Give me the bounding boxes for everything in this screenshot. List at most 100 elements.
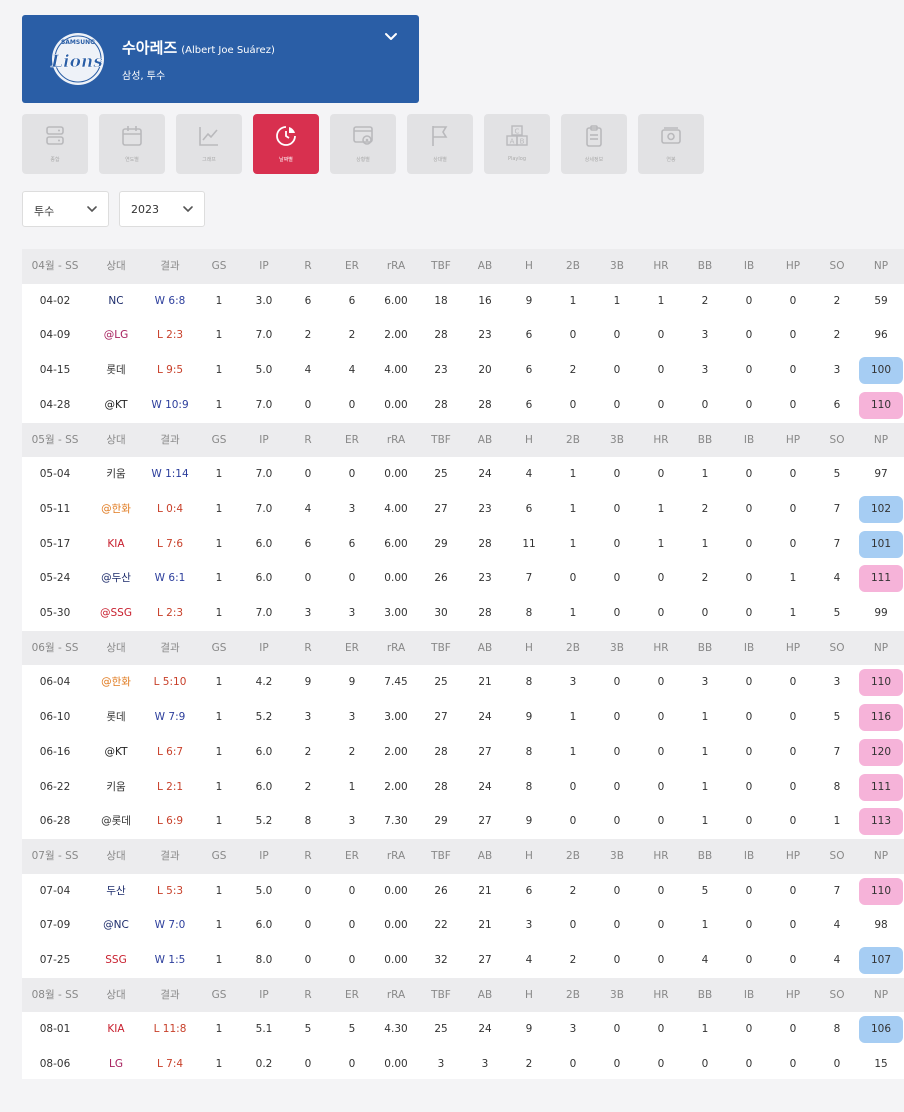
tab-server[interactable]: 종합 [22, 114, 88, 174]
table-row[interactable]: 08-06 LG L 7:4 1 0.2 0 0 0.00 3 3 2 0 0 0 0 0 0 0 15 [22, 1047, 904, 1079]
stat-so: 5 [833, 711, 841, 724]
table-row[interactable]: 06-04 @한화 L 5:10 1 4.2 9 9 7.45 25 21 8 3 0 0 3 0 0 3 110 [22, 665, 904, 700]
stat-b2: 2 [569, 884, 577, 897]
stat-h: 3 [525, 919, 533, 932]
column-header: 상대 [106, 849, 126, 862]
opponent: @KT [104, 398, 128, 411]
stat-ib: 0 [745, 502, 753, 515]
stat-er: 6 [348, 537, 356, 550]
table-row[interactable]: 06-22 키움 L 2:1 1 6.0 2 1 2.00 28 24 8 0 0 0 1 0 0 8 111 [22, 770, 904, 805]
tab-abc-blocks[interactable]: C A B Playlog [484, 114, 550, 174]
column-header: HR [653, 988, 669, 1001]
stat-ip: 4.2 [255, 676, 273, 689]
stat-b3: 0 [613, 364, 621, 377]
stat-b2: 0 [569, 329, 577, 342]
column-header: NP [873, 641, 889, 654]
stat-hp: 0 [789, 398, 797, 411]
column-header: NP [873, 849, 889, 862]
table-row[interactable]: 08-01 KIA L 11:8 1 5.1 5 5 4.30 25 24 9 3 0 0 1 0 0 8 106 [22, 1012, 904, 1047]
result-letter: W [151, 398, 162, 411]
tab-line-chart[interactable]: 그래프 [176, 114, 242, 174]
game-result: W 6:1 [155, 561, 186, 596]
stat-gs: 1 [215, 884, 223, 897]
result-score: 6:7 [166, 745, 184, 758]
pitch-count-highlight [859, 495, 903, 523]
stat-ip: 3.0 [255, 294, 273, 307]
table-row[interactable]: 04-09 @LG L 2:3 1 7.0 2 2 2.00 28 23 6 0 0 0 3 0 0 2 96 [22, 318, 904, 353]
stat-np: 110 [870, 398, 892, 411]
year-select[interactable]: 2023 [119, 191, 205, 227]
chevron-down-icon[interactable] [383, 29, 399, 45]
table-row[interactable]: 07-25 SSG W 1:5 1 8.0 0 0 0.00 32 27 4 2 0 0 4 0 0 4 107 [22, 943, 904, 978]
stat-ip: 5.2 [255, 815, 273, 828]
tab-flag[interactable]: 상대별 [407, 114, 473, 174]
tab-settings-window[interactable]: 상황별 [330, 114, 396, 174]
game-date: 04-28 [39, 398, 71, 411]
stat-ib: 0 [745, 676, 753, 689]
tab-calendar[interactable]: 연도별 [99, 114, 165, 174]
table-row[interactable]: 05-11 @한화 L 0:4 1 7.0 4 3 4.00 27 23 6 1 0 1 2 0 0 7 102 [22, 492, 904, 527]
column-header: 2B [566, 260, 580, 272]
table-row[interactable]: 04-02 NC W 6:8 1 3.0 6 6 6.00 18 16 9 1 1 1 2 0 0 2 59 [22, 284, 904, 319]
stat-ab: 24 [478, 780, 492, 793]
stat-b3: 0 [613, 1058, 621, 1071]
table-row[interactable]: 06-28 @롯데 L 6:9 1 5.2 8 3 7.30 29 27 9 0 0 0 1 0 0 1 113 [22, 804, 904, 839]
column-header: GS [211, 433, 227, 446]
tab-clock-chart[interactable]: 날짜별 [253, 114, 319, 174]
position-select[interactable]: 투수 [22, 191, 109, 227]
table-row[interactable]: 05-24 @두산 W 6:1 1 6.0 0 0 0.00 26 23 7 0 0 0 2 0 1 4 111 [22, 561, 904, 596]
opponent: KIA [107, 537, 125, 550]
stat-hp: 0 [789, 364, 797, 377]
stat-tbf: 27 [434, 502, 448, 515]
column-header: ER [345, 433, 359, 446]
column-header: TBF [431, 641, 451, 654]
column-header: R [304, 433, 312, 446]
stat-ip: 5.0 [255, 884, 273, 897]
tab-label: 그래프 [202, 157, 216, 163]
stat-so: 2 [833, 294, 841, 307]
stat-gs: 1 [215, 502, 223, 515]
stat-hp: 0 [789, 780, 797, 793]
table-row[interactable]: 04-28 @KT W 10:9 1 7.0 0 0 0.00 28 28 6 0 0 0 0 0 0 6 110 [22, 388, 904, 423]
column-header: IB [743, 433, 755, 446]
svg-text:Lions: Lions [50, 52, 103, 72]
column-header: GS [211, 260, 227, 272]
stat-np: 120 [870, 745, 892, 758]
result-score: 7:9 [168, 711, 186, 724]
column-header: 3B [610, 260, 624, 272]
game-result: L 7:4 [157, 1047, 183, 1079]
stat-np: 15 [874, 1058, 888, 1071]
tab-clipboard[interactable]: 상세정보 [561, 114, 627, 174]
tab-label: 상세정보 [584, 157, 604, 163]
table-row[interactable]: 06-16 @KT L 6:7 1 6.0 2 2 2.00 28 27 8 1 0 0 1 0 0 7 120 [22, 735, 904, 770]
column-header: HP [785, 988, 801, 1001]
month-label: 04월 - SS [31, 260, 79, 272]
stat-ab: 28 [478, 607, 492, 619]
opponent: @두산 [101, 572, 131, 585]
column-header: rRA [386, 433, 406, 446]
stat-b3: 0 [613, 884, 621, 897]
table-row[interactable]: 05-04 키움 W 1:14 1 7.0 0 0 0.00 25 24 4 1 0 0 1 0 0 5 97 [22, 457, 904, 492]
stat-h: 4 [525, 954, 533, 966]
calendar-icon [122, 126, 142, 146]
money-icon [661, 127, 681, 144]
stat-hr: 0 [657, 572, 665, 585]
table-row[interactable]: 06-10 롯데 W 7:9 1 5.2 3 3 3.00 27 24 9 1 0 0 1 0 0 5 116 [22, 700, 904, 735]
stat-gs: 1 [215, 745, 223, 758]
column-header: SO [829, 260, 845, 272]
game-date: 05-24 [39, 572, 71, 585]
column-header: HR [653, 641, 669, 654]
player-card[interactable]: SAMSUNG Lions 수아레즈 (Albert Joe Suárez) 삼성… [22, 15, 419, 103]
table-row[interactable]: 07-09 @NC W 7:0 1 6.0 0 0 0.00 22 21 3 0 0 0 1 0 0 4 98 [22, 908, 904, 943]
table-row[interactable]: 05-17 KIA L 7:6 1 6.0 6 6 6.00 29 28 11 1 0 1 1 0 0 7 101 [22, 527, 904, 562]
server-icon [46, 126, 64, 145]
stat-h: 6 [525, 329, 533, 342]
tab-money[interactable]: 연봉 [638, 114, 704, 174]
table-row[interactable]: 05-30 @SSG L 2:3 1 7.0 3 3 3.00 30 28 8 1 0 0 0 0 1 5 99 [22, 596, 904, 631]
table-row[interactable]: 04-15 롯데 L 9:5 1 5.0 4 4 4.00 23 20 6 2 0 0 3 0 0 3 100 [22, 353, 904, 388]
table-row[interactable]: 07-04 두산 L 5:3 1 5.0 0 0 0.00 26 21 6 2 0 0 5 0 0 7 110 [22, 874, 904, 909]
stat-b3: 0 [613, 676, 621, 689]
stat-er: 0 [348, 919, 356, 932]
stat-er: 0 [348, 572, 356, 585]
column-header: R [304, 641, 312, 654]
